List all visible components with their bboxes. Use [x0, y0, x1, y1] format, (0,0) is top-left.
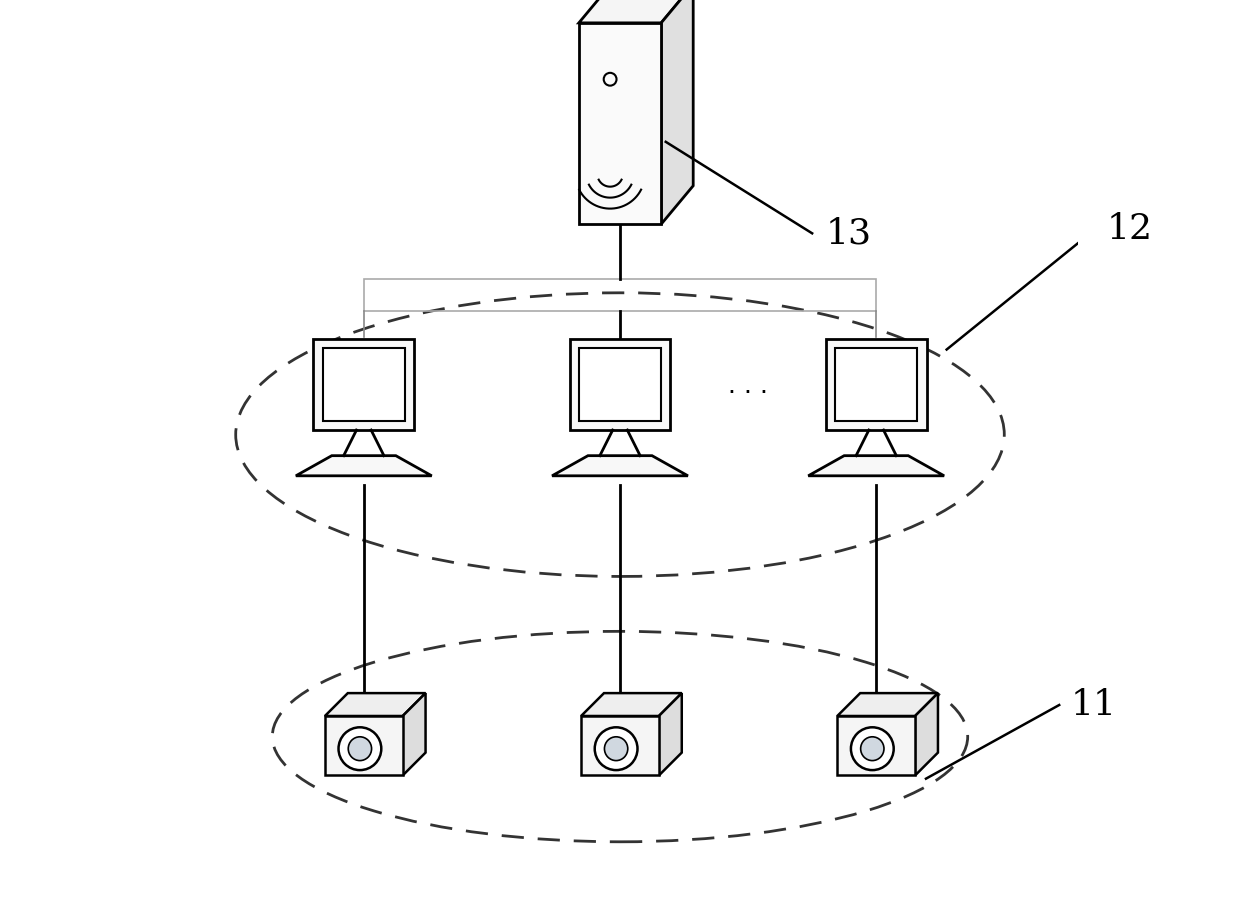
- Ellipse shape: [595, 727, 637, 770]
- Bar: [835, 348, 918, 421]
- Bar: [322, 348, 405, 421]
- Polygon shape: [837, 716, 915, 776]
- Polygon shape: [808, 456, 944, 476]
- Bar: [569, 339, 671, 430]
- Bar: [579, 348, 661, 421]
- Polygon shape: [325, 694, 425, 716]
- Polygon shape: [837, 694, 937, 716]
- Polygon shape: [552, 456, 688, 476]
- Polygon shape: [579, 0, 693, 23]
- Polygon shape: [579, 23, 661, 224]
- Ellipse shape: [339, 727, 381, 770]
- Ellipse shape: [604, 737, 627, 760]
- Polygon shape: [403, 694, 425, 776]
- Bar: [363, 279, 877, 311]
- Polygon shape: [296, 456, 432, 476]
- Text: 12: 12: [1107, 211, 1153, 246]
- Polygon shape: [325, 716, 403, 776]
- Bar: [314, 339, 414, 430]
- Text: 13: 13: [826, 216, 872, 251]
- Bar: [826, 339, 926, 430]
- Text: 11: 11: [1070, 688, 1116, 722]
- Ellipse shape: [348, 737, 372, 760]
- Polygon shape: [582, 694, 682, 716]
- Polygon shape: [661, 0, 693, 224]
- Ellipse shape: [861, 737, 884, 760]
- Polygon shape: [915, 694, 937, 776]
- Polygon shape: [658, 694, 682, 776]
- Ellipse shape: [851, 727, 894, 770]
- Polygon shape: [582, 716, 658, 776]
- Text: · · ·: · · ·: [728, 382, 768, 405]
